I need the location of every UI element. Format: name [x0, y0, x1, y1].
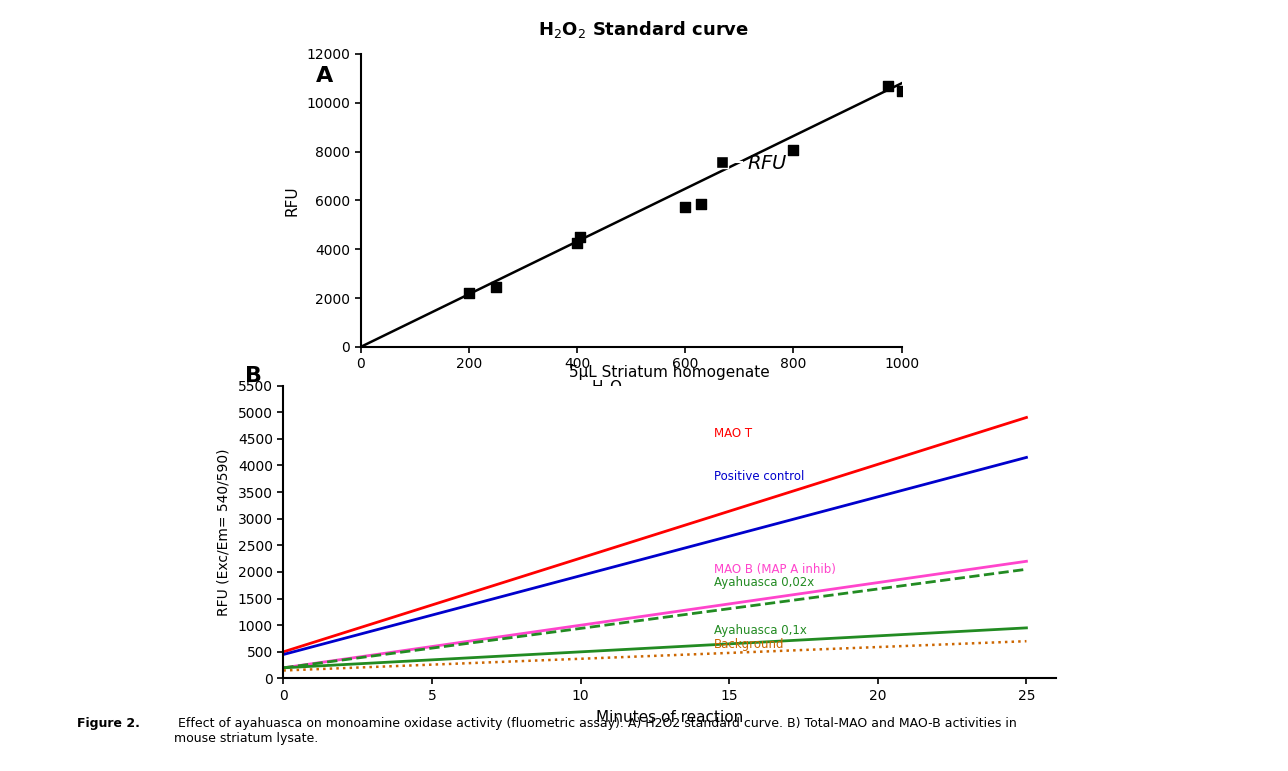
Point	[675, 200, 696, 213]
Point	[486, 281, 506, 293]
Point	[567, 237, 587, 249]
Text: MAO B (MAP A inhib): MAO B (MAP A inhib)	[715, 563, 836, 576]
Text: Ayahuasca 0,1x: Ayahuasca 0,1x	[715, 624, 808, 637]
Text: H$_2$O$_2$ Standard curve: H$_2$O$_2$ Standard curve	[538, 19, 750, 40]
Point	[783, 144, 804, 157]
Title: 5μL Striatum homogenate: 5μL Striatum homogenate	[569, 365, 770, 380]
Point	[891, 85, 912, 97]
Text: A: A	[316, 66, 332, 86]
Text: Positive control: Positive control	[715, 470, 805, 483]
Text: B: B	[245, 366, 261, 386]
Legend: $\it{RFU}$: $\it{RFU}$	[696, 146, 796, 180]
Text: Effect of ayahuasca on monoamine oxidase activity (fluometric assay). A) H2O2 st: Effect of ayahuasca on monoamine oxidase…	[174, 717, 1016, 745]
Y-axis label: RFU (Exc/Em= 540/590): RFU (Exc/Em= 540/590)	[216, 448, 231, 616]
Text: Background: Background	[715, 638, 784, 651]
Point	[877, 79, 898, 92]
Point	[459, 287, 479, 299]
Y-axis label: RFU: RFU	[285, 185, 299, 216]
X-axis label: H$_2$O$_2$ $_{(pmol)}$: H$_2$O$_2$ $_{(pmol)}$	[591, 379, 671, 399]
Text: MAO T: MAO T	[715, 427, 752, 440]
X-axis label: Minutes of reaction: Minutes of reaction	[596, 710, 743, 725]
Text: Figure 2.: Figure 2.	[77, 717, 140, 730]
Point	[692, 198, 712, 210]
Point	[569, 231, 590, 244]
Text: Ayahuasca 0,02x: Ayahuasca 0,02x	[715, 576, 814, 589]
